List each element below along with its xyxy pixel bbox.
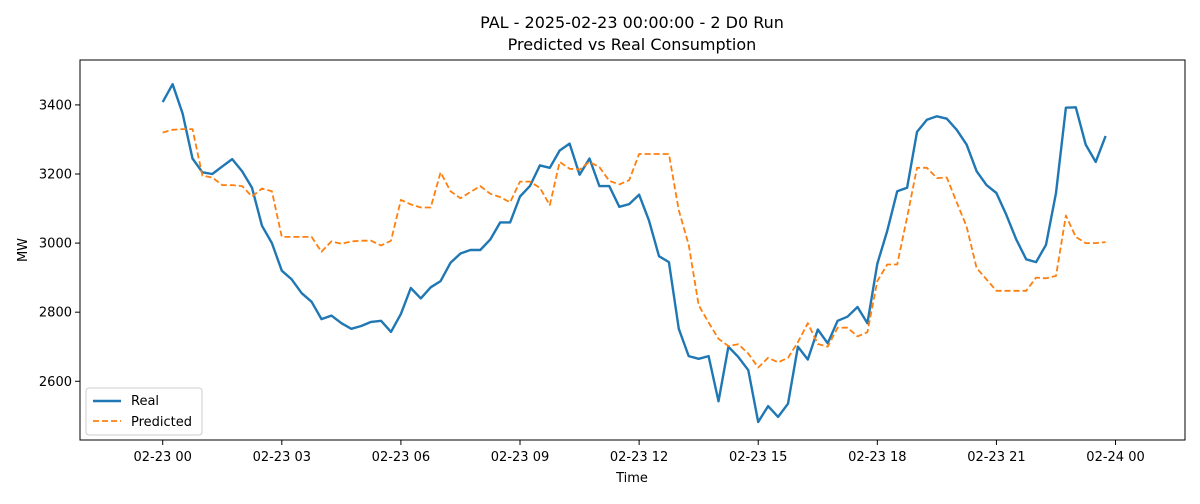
chart-title: PAL - 2025-02-23 00:00:00 - 2 D0 Run xyxy=(480,13,784,32)
series-line-real xyxy=(161,82,1107,424)
series-lines xyxy=(161,82,1107,424)
x-axis-ticks: 02-23 00 02-23 03 02-23 06 02-23 09 02-23 12… xyxy=(133,440,1145,465)
y-tick-label: 3400 xyxy=(39,98,72,113)
x-axis-label: Time xyxy=(615,471,648,486)
x-tick-label: 02-23 09 xyxy=(491,450,549,465)
x-tick-label: 02-23 06 xyxy=(372,450,430,465)
y-axis-label: MW xyxy=(16,238,31,262)
y-tick-label: 2600 xyxy=(39,375,72,390)
y-tick-label: 2800 xyxy=(39,306,72,321)
x-tick-label: 02-23 03 xyxy=(253,450,311,465)
x-tick-label: 02-23 21 xyxy=(967,450,1025,465)
x-tick-label: 02-23 00 xyxy=(133,450,191,465)
legend-label-real: Real xyxy=(131,394,159,409)
plot-area xyxy=(79,59,1186,441)
y-tick-label: 3200 xyxy=(39,168,72,183)
chart-subtitle: Predicted vs Real Consumption xyxy=(508,35,757,54)
y-axis-ticks: 2600 2800 3000 3200 3400 xyxy=(39,98,80,390)
legend: Real Predicted xyxy=(85,387,203,436)
x-tick-label: 02-23 12 xyxy=(610,450,668,465)
x-tick-label: 02-23 15 xyxy=(729,450,787,465)
series-line-predicted xyxy=(162,128,1106,369)
legend-box xyxy=(85,387,203,436)
y-tick-label: 3000 xyxy=(39,237,72,252)
x-tick-label: 02-23 18 xyxy=(848,450,906,465)
x-tick-label: 02-24 00 xyxy=(1086,450,1144,465)
legend-label-predicted: Predicted xyxy=(131,415,192,430)
